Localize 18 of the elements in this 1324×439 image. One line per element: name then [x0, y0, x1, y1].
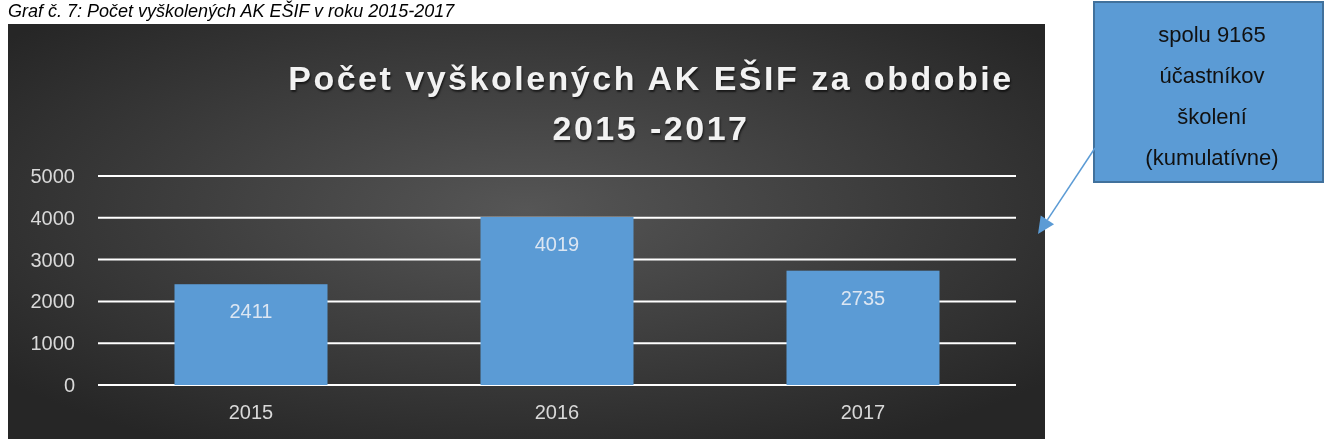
data-label: 2735 — [840, 286, 886, 309]
data-label: 4019 — [534, 233, 580, 256]
y-tick-label: 2000 — [30, 290, 75, 313]
bar — [786, 270, 940, 385]
y-tick-label: 5000 — [30, 164, 75, 187]
text: spolu 9165 účastníkov školení (kumulatívne) — [1145, 22, 1279, 170]
y-tick-label: 0 — [63, 373, 75, 396]
bar — [480, 217, 634, 385]
x-tick-label: 2016 — [534, 401, 580, 424]
y-tick-label: 3000 — [30, 248, 75, 271]
chart-title: Počet vyškolených AK EŠIF za obdobie 2015 -2017 — [288, 59, 1014, 147]
x-tick-label: 2017 — [840, 401, 886, 424]
bar — [174, 284, 328, 385]
y-tick-label: 4000 — [30, 206, 75, 229]
x-tick-label: 2015 — [228, 401, 274, 424]
y-tick-label: 1000 — [30, 332, 75, 355]
data-label: 2411 — [229, 300, 273, 323]
text: Graf č. 7: Počet vyškolených AK EŠIF v roku 2015-2017 — [8, 0, 456, 21]
